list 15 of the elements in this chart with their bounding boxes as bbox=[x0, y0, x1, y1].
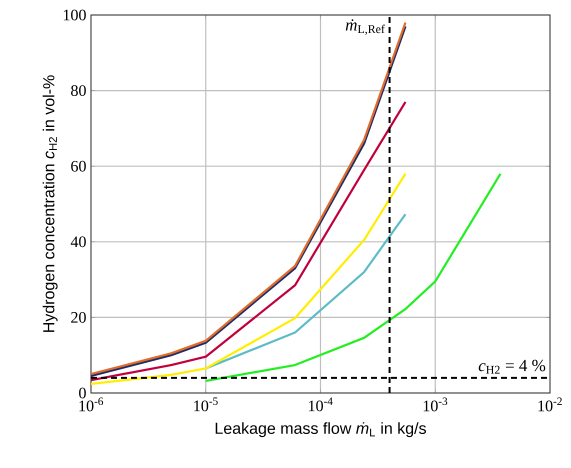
x-tick-label: 10$^{-5}$ bbox=[194, 398, 218, 412]
x-tick-label: 10$^{-2}$ bbox=[538, 398, 562, 412]
x-tick-label: 10$^{-6}$ bbox=[79, 398, 104, 412]
x-tick-label: 10$^{-3}$ bbox=[424, 398, 448, 412]
x-axis-title: Leakage mass flow ṁ$_{L}$ in kg/s bbox=[216, 422, 426, 438]
y-tick-label: 80 bbox=[71, 85, 86, 96]
y-tick-label: 40 bbox=[70, 236, 86, 248]
x-tick-label: 10$^{-4}$ bbox=[308, 398, 333, 412]
y-tick-label: 60 bbox=[71, 160, 86, 172]
y-tick-label: 100 bbox=[64, 10, 86, 20]
y-tick-label: 0 bbox=[79, 388, 86, 398]
ref-line-label: c$_{H2}$ = 4 % bbox=[478, 360, 546, 374]
y-tick-label: 20 bbox=[71, 312, 86, 323]
ref-line-label: ṁ$_{L,Ref}$ bbox=[346, 19, 385, 35]
y-axis-title: Hydrogen concentration c$_{H2}$ in vol-% bbox=[42, 75, 58, 332]
